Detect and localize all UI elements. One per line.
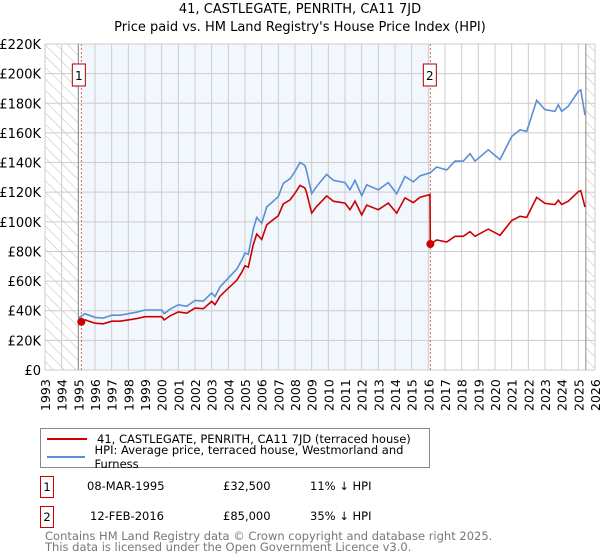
- transaction-price: £32,500: [223, 479, 271, 493]
- transaction-date: 12-FEB-2016: [90, 509, 164, 523]
- x-tick-label: 1997: [105, 379, 120, 411]
- x-tick-label: 1995: [71, 379, 86, 411]
- x-tick-label: 2001: [171, 379, 186, 411]
- x-tick-label: 1999: [138, 379, 153, 411]
- y-tick-label: £100K: [0, 216, 41, 231]
- x-tick-label: 2021: [505, 379, 520, 411]
- x-tick-label: 2011: [338, 379, 353, 411]
- legend-swatch-red: [47, 438, 87, 440]
- x-tick-label: 2018: [455, 379, 470, 411]
- legend: 41, CASTLEGATE, PENRITH, CA11 7JD (terra…: [40, 428, 430, 471]
- x-tick-label: 1993: [38, 379, 53, 411]
- y-tick-label: £180K: [0, 97, 41, 112]
- y-tick-label: £160K: [0, 127, 41, 142]
- sale-marker-box: [422, 63, 437, 87]
- property-price-line: [80, 184, 586, 325]
- transaction-date: 08-MAR-1995: [87, 479, 165, 493]
- sale-marker-label: 1: [75, 69, 83, 83]
- x-tick-label: 2007: [271, 379, 286, 411]
- chart-title: 41, CASTLEGATE, PENRITH, CA11 7JD: [178, 2, 422, 17]
- x-tick-label: 2024: [555, 379, 570, 411]
- footer-line-2: This data is licensed under the Open Gov…: [45, 540, 412, 554]
- transaction-hpi: 11% ↓ HPI: [310, 479, 372, 493]
- legend-label-property: 41, CASTLEGATE, PENRITH, CA11 7JD (terra…: [97, 432, 411, 446]
- no-data-hatch: [585, 44, 595, 370]
- y-tick-label: £220K: [0, 38, 41, 53]
- x-tick-label: 2008: [288, 379, 303, 411]
- x-tick-label: 1996: [88, 379, 103, 411]
- x-tick-label: 2025: [571, 379, 586, 411]
- legend-swatch-blue: [47, 456, 85, 458]
- price-chart: £0 £20K £40K £60K £80K £100K £120K £140K £160K £1…: [0, 38, 600, 411]
- transaction-hpi: 35% ↓ HPI: [310, 509, 372, 523]
- legend-item-property: 41, CASTLEGATE, PENRITH, CA11 7JD (terra…: [47, 431, 411, 447]
- x-tick-label: 2023: [538, 379, 553, 411]
- x-tick-label: 2026: [588, 379, 600, 411]
- y-tick-label: £120K: [0, 186, 41, 201]
- sale-marker-label: 2: [426, 69, 434, 83]
- x-tick-label: 2004: [221, 379, 236, 411]
- x-tick-label: 2010: [321, 379, 336, 411]
- x-tick-label: 2020: [488, 379, 503, 411]
- transaction-marker: 2: [40, 506, 54, 528]
- sale-marker-box: [71, 63, 86, 87]
- x-tick-label: 2002: [188, 379, 203, 411]
- y-tick-label: £20K: [8, 334, 42, 349]
- x-tick-label: 2006: [255, 379, 270, 411]
- y-tick-label: £80K: [8, 245, 42, 260]
- chart-subtitle: Price paid vs. HM Land Registry's House …: [114, 20, 486, 35]
- x-tick-label: 2000: [155, 379, 170, 411]
- hpi-line: [77, 88, 586, 319]
- x-tick-label: 2014: [388, 379, 403, 411]
- transaction-marker: 1: [40, 476, 54, 498]
- x-tick-label: 2015: [405, 379, 420, 411]
- x-tick-label: 2012: [355, 379, 370, 411]
- x-tick-label: 2009: [305, 379, 320, 411]
- x-tick-label: 2022: [521, 379, 536, 411]
- x-tick-label: 1998: [121, 379, 136, 411]
- x-tick-label: 1994: [55, 379, 70, 411]
- y-tick-label: £40K: [8, 305, 42, 320]
- legend-item-hpi: HPI: Average price, terraced house, West…: [47, 443, 429, 471]
- y-tick-label: £60K: [8, 275, 42, 290]
- x-tick-label: 2017: [438, 379, 453, 411]
- x-tick-label: 2003: [205, 379, 220, 411]
- sale-point: [77, 317, 86, 326]
- x-tick-label: 2013: [371, 379, 386, 411]
- y-tick-label: £0: [24, 364, 41, 379]
- y-tick-label: £140K: [0, 157, 41, 172]
- x-tick-label: 2016: [421, 379, 436, 411]
- transaction-price: £85,000: [223, 509, 271, 523]
- x-tick-label: 2019: [471, 379, 486, 411]
- y-tick-label: £200K: [0, 68, 41, 83]
- footer: Contains HM Land Registry data © Crown c…: [45, 529, 493, 554]
- footer-line-1: Contains HM Land Registry data © Crown c…: [45, 529, 493, 543]
- sale-point: [426, 240, 435, 249]
- x-tick-label: 2005: [238, 379, 253, 411]
- legend-label-hpi: HPI: Average price, terraced house, West…: [94, 443, 404, 471]
